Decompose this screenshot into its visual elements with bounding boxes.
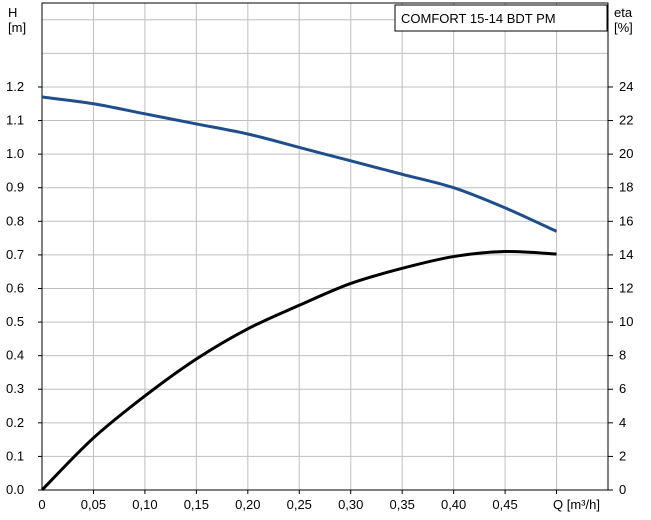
y-right-axis-label: eta xyxy=(614,5,633,20)
y-right-tick-label: 20 xyxy=(619,146,633,161)
y-right-tick-label: 22 xyxy=(619,113,633,128)
x-tick-label: 0,25 xyxy=(287,497,312,512)
y-right-tick-label: 6 xyxy=(619,381,626,396)
y-right-tick-label: 8 xyxy=(619,348,626,363)
tick-marks xyxy=(38,86,613,494)
y-right-tick-label: 4 xyxy=(619,415,626,430)
tick-labels: 0.0 0.1 0.2 0.3 0.4 0.5 0.6 0.7 0.8 0.9 1.0 1.1 1.2 0… xyxy=(6,79,633,512)
y-left-tick-label: 0.8 xyxy=(6,213,24,228)
y-left-tick-label: 0.4 xyxy=(6,348,24,363)
x-tick-label: 0,05 xyxy=(81,497,106,512)
y-right-tick-label: 12 xyxy=(619,280,633,295)
plot-frame xyxy=(41,2,609,491)
grid-lines xyxy=(42,3,608,490)
y-right-tick-label: 18 xyxy=(619,180,633,195)
y-right-axis-unit: [%] xyxy=(614,20,633,35)
x-tick-label: 0,15 xyxy=(184,497,209,512)
title-box xyxy=(394,4,608,32)
y-left-tick-label: 0.7 xyxy=(6,247,24,262)
y-left-axis-unit: [m] xyxy=(8,20,26,35)
x-tick-label: 0,35 xyxy=(390,497,415,512)
y-left-tick-label: 1.0 xyxy=(6,146,24,161)
y-left-tick-label: 0.5 xyxy=(6,314,24,329)
x-tick-label: 0,40 xyxy=(441,497,466,512)
y-right-tick-label: 14 xyxy=(619,247,633,262)
y-left-tick-label: 1.1 xyxy=(6,113,24,128)
y-right-tick-label: 24 xyxy=(619,79,633,94)
x-tick-label: 0,20 xyxy=(235,497,260,512)
curves xyxy=(40,95,558,492)
y-left-tick-label: 0.9 xyxy=(6,180,24,195)
y-right-tick-label: 2 xyxy=(619,448,626,463)
x-tick-label: 0,45 xyxy=(492,497,517,512)
y-left-tick-label: 1.2 xyxy=(6,79,24,94)
y-right-tick-label: 16 xyxy=(619,213,633,228)
x-tick-label: 0 xyxy=(38,497,45,512)
x-tick-label: 0,30 xyxy=(338,497,363,512)
head-curve xyxy=(41,95,558,233)
y-left-tick-label: 0.6 xyxy=(6,280,24,295)
y-left-tick-label: 0.3 xyxy=(6,381,24,396)
efficiency-curve xyxy=(40,250,557,492)
y-left-tick-label: 0.0 xyxy=(6,482,24,497)
y-left-axis-label: H xyxy=(8,5,17,20)
y-left-tick-label: 0.2 xyxy=(6,415,24,430)
chart-title: COMFORT 15-14 BDT PM xyxy=(401,11,556,26)
x-tick-label: 0,10 xyxy=(132,497,157,512)
y-right-tick-label: 0 xyxy=(619,482,626,497)
y-left-tick-label: 0.1 xyxy=(6,448,24,463)
y-right-tick-label: 10 xyxy=(619,314,633,329)
x-axis-label: Q [m³/h] xyxy=(553,497,600,512)
